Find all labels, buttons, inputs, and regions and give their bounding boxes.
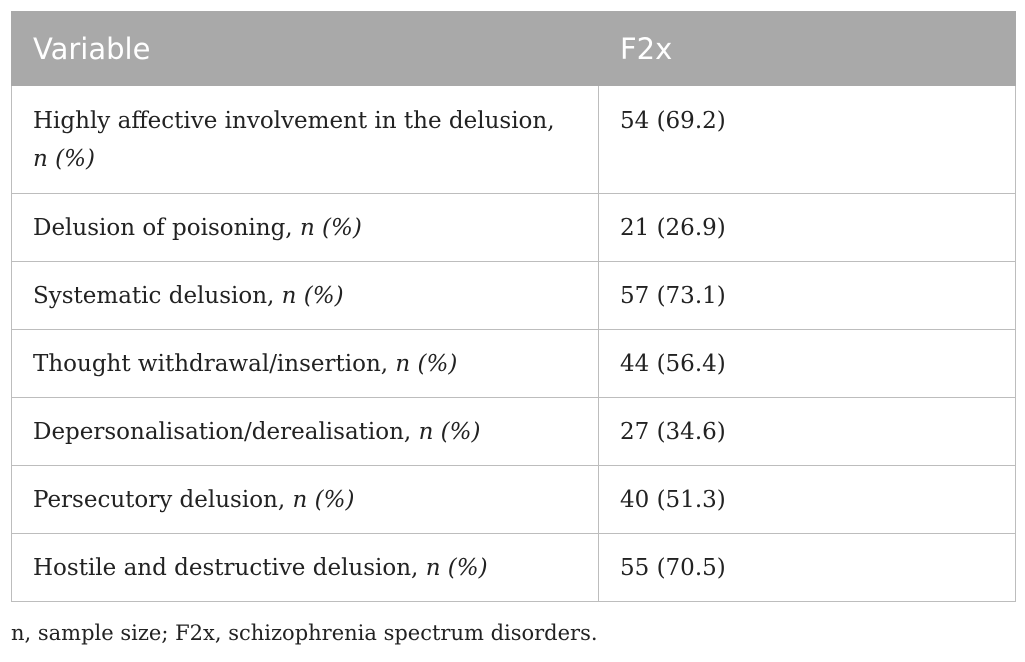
table-row: Persecutory delusion, n (%) 40 (51.3) (11, 465, 1016, 534)
stat-label: n (%) (299, 214, 362, 241)
table-row: Hostile and destructive delusion, n (%) … (11, 533, 1016, 602)
variable-label: Depersonalisation/derealisation, (33, 418, 412, 445)
stat-label: n (%) (425, 554, 488, 581)
variable-label: Hostile and destructive delusion, (33, 554, 419, 581)
value-cell: 57 (73.1) (598, 261, 1016, 330)
variable-cell: Delusion of poisoning, n (%) (11, 193, 599, 262)
table-row: Depersonalisation/derealisation, n (%) 2… (11, 397, 1016, 466)
stat-label: n (%) (281, 282, 344, 309)
stat-label: n (%) (33, 146, 95, 172)
value-cell: 27 (34.6) (598, 397, 1016, 466)
data-table: Variable F2x Highly affective involvemen… (11, 11, 1016, 602)
value-cell: 54 (69.2) (598, 85, 1016, 194)
variable-cell: Highly affective involvement in the delu… (11, 85, 599, 194)
table-row: Systematic delusion, n (%) 57 (73.1) (11, 261, 1016, 330)
variable-cell: Hostile and destructive delusion, n (%) (11, 533, 599, 602)
variable-cell: Thought withdrawal/insertion, n (%) (11, 329, 599, 398)
column-header-variable: Variable (11, 11, 599, 86)
value-cell: 44 (56.4) (598, 329, 1016, 398)
stat-label: n (%) (395, 350, 458, 377)
variable-label: Highly affective involvement in the delu… (33, 108, 555, 134)
table-footnote: n, sample size; F2x, schizophrenia spect… (11, 621, 598, 645)
table-row: Highly affective involvement in the delu… (11, 85, 1016, 194)
value-cell: 40 (51.3) (598, 465, 1016, 534)
value-cell: 55 (70.5) (598, 533, 1016, 602)
variable-label: Systematic delusion, (33, 282, 275, 309)
variable-cell: Persecutory delusion, n (%) (11, 465, 599, 534)
value-cell: 21 (26.9) (598, 193, 1016, 262)
column-header-f2x: F2x (598, 11, 1016, 86)
variable-cell: Systematic delusion, n (%) (11, 261, 599, 330)
data-table-container: Variable F2x Highly affective involvemen… (11, 11, 1016, 602)
variable-label: Persecutory delusion, (33, 486, 286, 513)
variable-label: Thought withdrawal/insertion, (33, 350, 389, 377)
stat-label: n (%) (418, 418, 481, 445)
stat-label: n (%) (292, 486, 355, 513)
header-row: Variable F2x (11, 11, 1016, 86)
table-row: Delusion of poisoning, n (%) 21 (26.9) (11, 193, 1016, 262)
variable-cell: Depersonalisation/derealisation, n (%) (11, 397, 599, 466)
table-row: Thought withdrawal/insertion, n (%) 44 (… (11, 329, 1016, 398)
variable-label: Delusion of poisoning, (33, 214, 293, 241)
